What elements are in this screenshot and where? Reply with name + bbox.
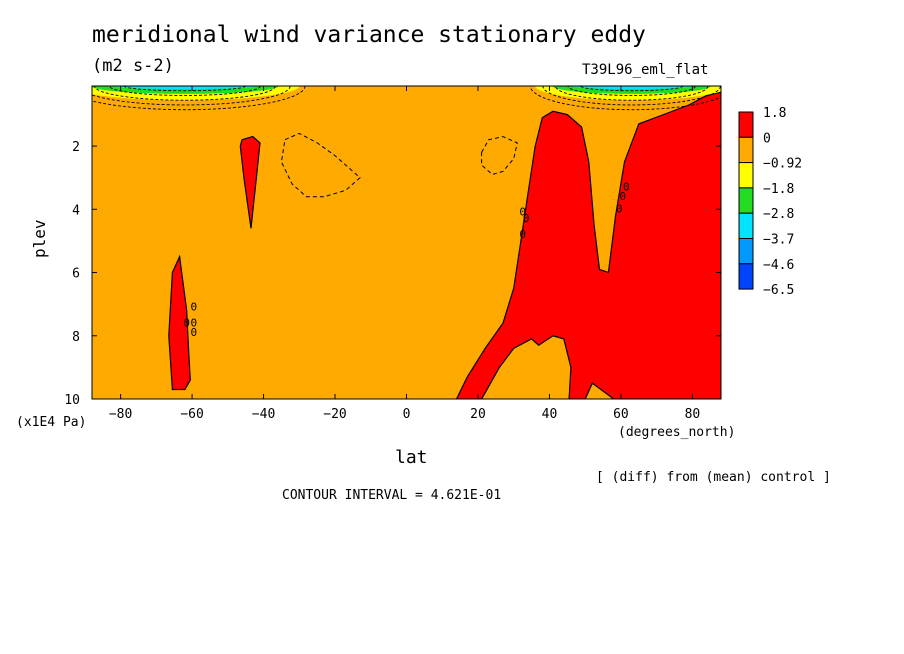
- zero-contour-label-2: 0: [191, 316, 198, 329]
- positive-region-nh-red-region: [455, 91, 721, 399]
- top-band-fill-sh-polar-top-2: [111, 86, 259, 90]
- positive-region-sh-midlat-upper-tongue: [239, 135, 261, 229]
- legend-swatch-6: [738, 263, 754, 290]
- x-tick-label: 20: [470, 407, 486, 422]
- legend-label-3: −1.8: [763, 182, 794, 197]
- y-tick-label: 2: [72, 140, 80, 155]
- x-tick-label: −20: [323, 407, 346, 422]
- legend-swatch-3: [738, 187, 754, 214]
- x-tick-label: 80: [685, 407, 701, 422]
- legend-swatch-2: [738, 162, 754, 189]
- zero-contour-label-8: 0: [619, 190, 626, 203]
- zero-contour-label-0: 0: [191, 300, 198, 313]
- y-tick-label: 10: [64, 393, 80, 408]
- zero-contour-label-1: 0: [183, 316, 190, 329]
- legend-label-6: −4.6: [763, 258, 794, 273]
- positive-region-sh-high-lat-column: [168, 254, 191, 391]
- chart-title: meridional wind variance stationary eddy: [92, 22, 646, 48]
- zero-contour-label-6: 0: [519, 228, 526, 241]
- legend-label-2: −0.92: [763, 157, 802, 172]
- chart-units: (m2 s-2): [92, 56, 174, 76]
- top-band-contour-nh-polar-top-3: [567, 86, 696, 96]
- legend-swatch-5: [738, 238, 754, 265]
- x-tick-label: 60: [613, 407, 629, 422]
- zero-contour-label-7: 0: [616, 202, 623, 215]
- x-tick-label: 40: [542, 407, 558, 422]
- x-axis-label: lat: [395, 447, 428, 468]
- legend-label-5: −3.7: [763, 233, 794, 248]
- y-tick-label: 6: [72, 267, 80, 282]
- legend-label-1: 0: [763, 131, 771, 146]
- y-axis-units: (x1E4 Pa): [16, 415, 87, 430]
- negative-contour-nh-subtropical-negative: [481, 136, 518, 176]
- zero-contour-label-4: 0: [519, 206, 526, 219]
- legend-label-4: −2.8: [763, 207, 794, 222]
- legend-label-7: −6.5: [763, 283, 794, 298]
- x-axis-units: (degrees_north): [618, 425, 736, 440]
- zero-contour-label-3: 0: [191, 326, 198, 339]
- negative-contour-sh-subtropical-negative: [280, 132, 361, 198]
- top-band-contour-sh-polar-top-3: [109, 86, 261, 96]
- legend-swatch-1: [738, 136, 754, 164]
- y-tick-label: 4: [72, 203, 80, 218]
- x-tick-label: −40: [252, 407, 275, 422]
- top-band-contour-sh-polar-top-4: [123, 86, 246, 92]
- footnote: [ (diff) from (mean) control ]: [596, 470, 831, 485]
- x-tick-label: −60: [180, 407, 203, 422]
- legend-swatch-4: [738, 212, 754, 239]
- y-tick-label: 8: [72, 330, 80, 345]
- legend-label-0: 1.8: [763, 106, 786, 121]
- top-band-contour-nh-polar-top-4: [580, 86, 684, 92]
- run-label: T39L96_eml_flat: [582, 62, 709, 78]
- zero-contour-label-5: 0: [523, 212, 530, 225]
- top-band-fill-nh-polar-top-2: [569, 86, 694, 90]
- x-tick-label: −80: [109, 407, 132, 422]
- x-tick-label: 0: [403, 407, 411, 422]
- legend-swatch-0: [738, 111, 754, 138]
- contour-interval: CONTOUR INTERVAL = 4.621E-01: [282, 488, 502, 503]
- zero-contour-label-9: 0: [623, 180, 630, 193]
